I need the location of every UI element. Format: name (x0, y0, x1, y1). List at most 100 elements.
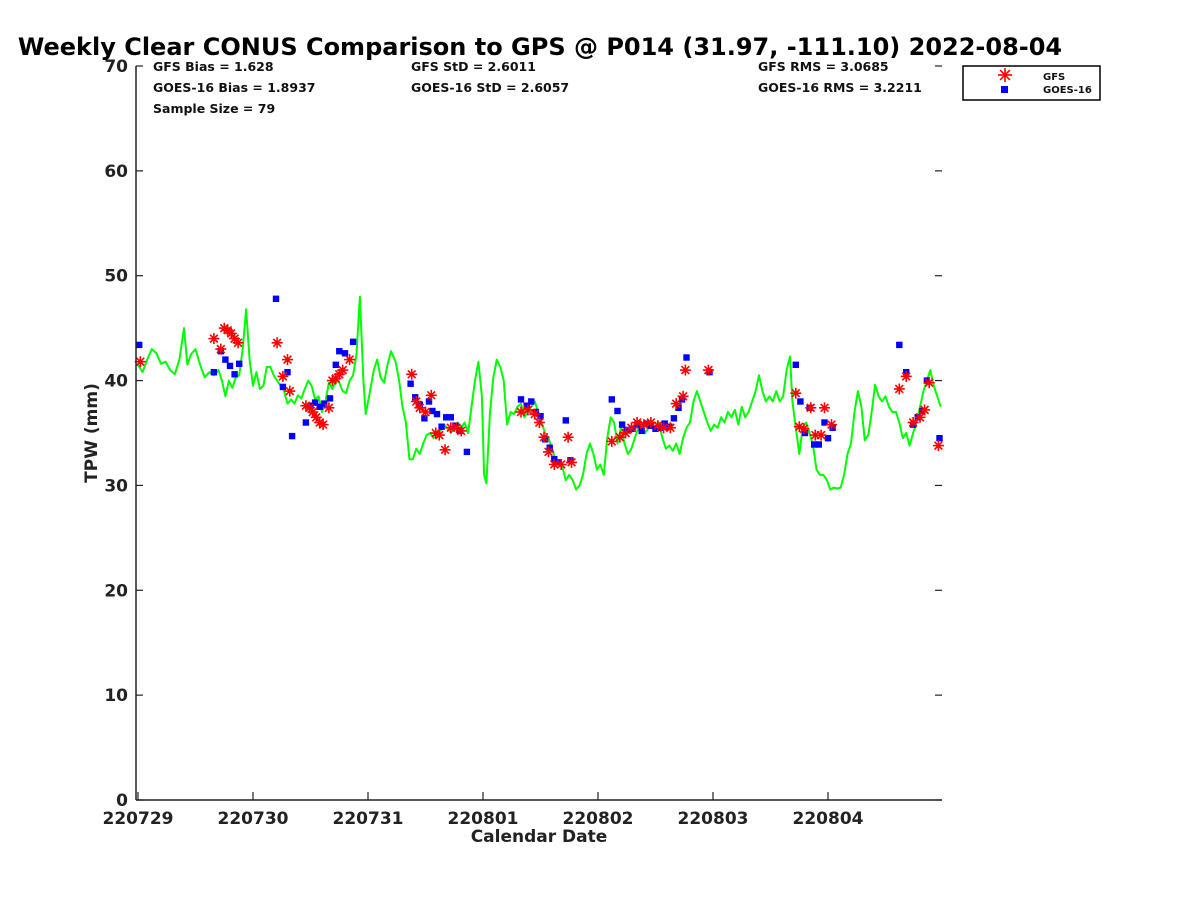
goes-point (608, 396, 615, 403)
gfs-point (606, 435, 618, 447)
goes-point (425, 398, 433, 405)
goes-point (815, 441, 822, 448)
gfs-point (208, 333, 220, 345)
goes-point (801, 429, 809, 437)
sample-size-stat: Sample Size = 79 (153, 101, 275, 116)
goes-point (936, 435, 943, 442)
goes-point (623, 426, 630, 434)
gfs-point (543, 446, 554, 458)
y-tick-label: 70 (104, 57, 128, 77)
gfs-point (533, 417, 545, 428)
goes-point (643, 420, 650, 427)
gfs-point (307, 406, 319, 418)
gfs-point (664, 422, 676, 434)
y-tick-label: 20 (104, 581, 128, 601)
goes-point (811, 441, 818, 448)
gfs-bias-stat: GFS Bias = 1.628 (153, 59, 274, 74)
goes-point (523, 402, 530, 409)
gfs-std-stat: GFS StD = 2.6011 (411, 59, 536, 74)
legend-gfs-label: GFS (1043, 72, 1065, 83)
gfs-point (815, 429, 827, 441)
goes-point (438, 423, 445, 430)
legend-goes-label: GOES-16 (1043, 85, 1092, 96)
goes-point (829, 424, 836, 431)
gfs-point (790, 387, 802, 399)
gfs-point (907, 417, 919, 428)
gfs-point (271, 337, 283, 349)
x-tick-label: 220804 (793, 809, 864, 829)
gfs-point (702, 364, 714, 376)
gfs-rms-stat: GFS RMS = 3.0685 (758, 59, 889, 74)
goes-point (618, 421, 626, 428)
y-axis-ticks: 0 10 20 30 40 50 60 70 (104, 57, 942, 811)
stats-panel: GFS Bias = 1.628 GOES-16 Bias = 1.8937 S… (153, 59, 922, 116)
gfs-point (317, 419, 329, 431)
gfs-point (819, 402, 830, 414)
goes-point (222, 356, 229, 363)
gfs-point (670, 398, 682, 410)
goes-point (326, 395, 334, 402)
goes-point (614, 407, 621, 415)
goes-point (683, 354, 690, 361)
goes-point (316, 403, 323, 410)
x-tick-label: 220729 (103, 809, 174, 829)
goes-point (321, 400, 328, 407)
legend-gfs-marker (998, 68, 1012, 82)
goes-point (332, 361, 339, 368)
goes-point (670, 415, 678, 422)
y-tick-label: 50 (104, 267, 128, 287)
gfs-point (900, 370, 912, 382)
goes-point (792, 361, 799, 368)
goes-point (675, 404, 682, 411)
gfs-point (893, 383, 905, 395)
y-tick-label: 10 (104, 686, 128, 706)
x-tick-label: 220802 (563, 809, 634, 829)
goes-std-stat: GOES-16 StD = 2.6057 (411, 80, 569, 95)
goes-point (226, 362, 234, 370)
gfs-point (433, 429, 445, 441)
gfs-point (337, 364, 349, 376)
gfs-point (232, 337, 244, 349)
gfs-point (566, 456, 577, 468)
gfs-point (614, 431, 626, 443)
goes-point (447, 414, 454, 421)
goes-point (821, 419, 828, 426)
gfs-point (919, 404, 931, 416)
goes-point (341, 350, 349, 357)
gfs-point (923, 377, 935, 389)
goes-point (661, 420, 668, 427)
goes-point (302, 419, 310, 426)
goes-point (311, 399, 319, 406)
goes-point (336, 348, 343, 355)
gfs-point (529, 408, 541, 420)
goes-point (236, 360, 243, 367)
x-tick-label: 220801 (448, 809, 519, 829)
gfs-point (538, 431, 550, 443)
x-axis-label: Calendar Date (471, 827, 608, 847)
gfs-point (344, 354, 356, 366)
goes-point (433, 410, 441, 418)
y-tick-label: 40 (104, 372, 128, 392)
goes-bias-stat: GOES-16 Bias = 1.8937 (153, 80, 315, 95)
goes-point (528, 398, 535, 405)
goes-point (284, 369, 291, 376)
chart-title: Weekly Clear CONUS Comparison to GPS @ P… (18, 33, 1062, 61)
gfs-point (679, 364, 691, 376)
goes-point (546, 444, 553, 451)
legend-goes-marker (1001, 86, 1008, 93)
goes-point (678, 396, 686, 403)
goes-point (443, 414, 450, 421)
gfs-point (631, 417, 643, 428)
gfs-point (439, 444, 451, 456)
goes-point (562, 417, 569, 424)
gfs-point (282, 354, 293, 366)
goes-point (279, 383, 287, 391)
y-axis-label: TPW (mm) (82, 383, 102, 483)
gfs-series (134, 322, 944, 470)
y-tick-label: 0 (116, 791, 128, 811)
goes-point (412, 394, 419, 401)
x-axis-ticks: 220729 220730 220731 220801 220802 220803 2208… (103, 792, 864, 829)
goes-point (272, 295, 280, 302)
gfs-point (914, 411, 926, 423)
goes-point (638, 427, 645, 435)
